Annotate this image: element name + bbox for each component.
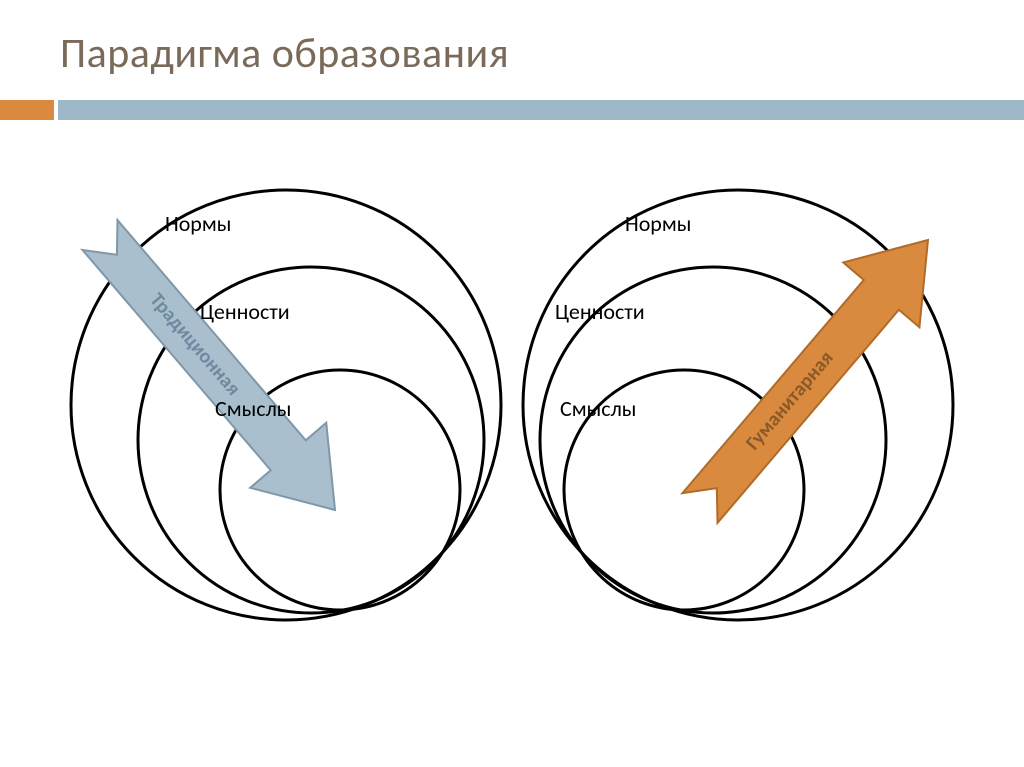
left-label-outer: Нормы [165, 210, 231, 237]
right-label-inner: Смыслы [560, 395, 636, 422]
paradigm-diagram: ТрадиционнаяГуманитарная [0, 0, 1024, 767]
right-label-middle: Ценности [555, 298, 645, 325]
left-label-inner: Смыслы [215, 395, 291, 422]
left-label-middle: Ценности [200, 298, 290, 325]
right-label-outer: Нормы [625, 210, 691, 237]
